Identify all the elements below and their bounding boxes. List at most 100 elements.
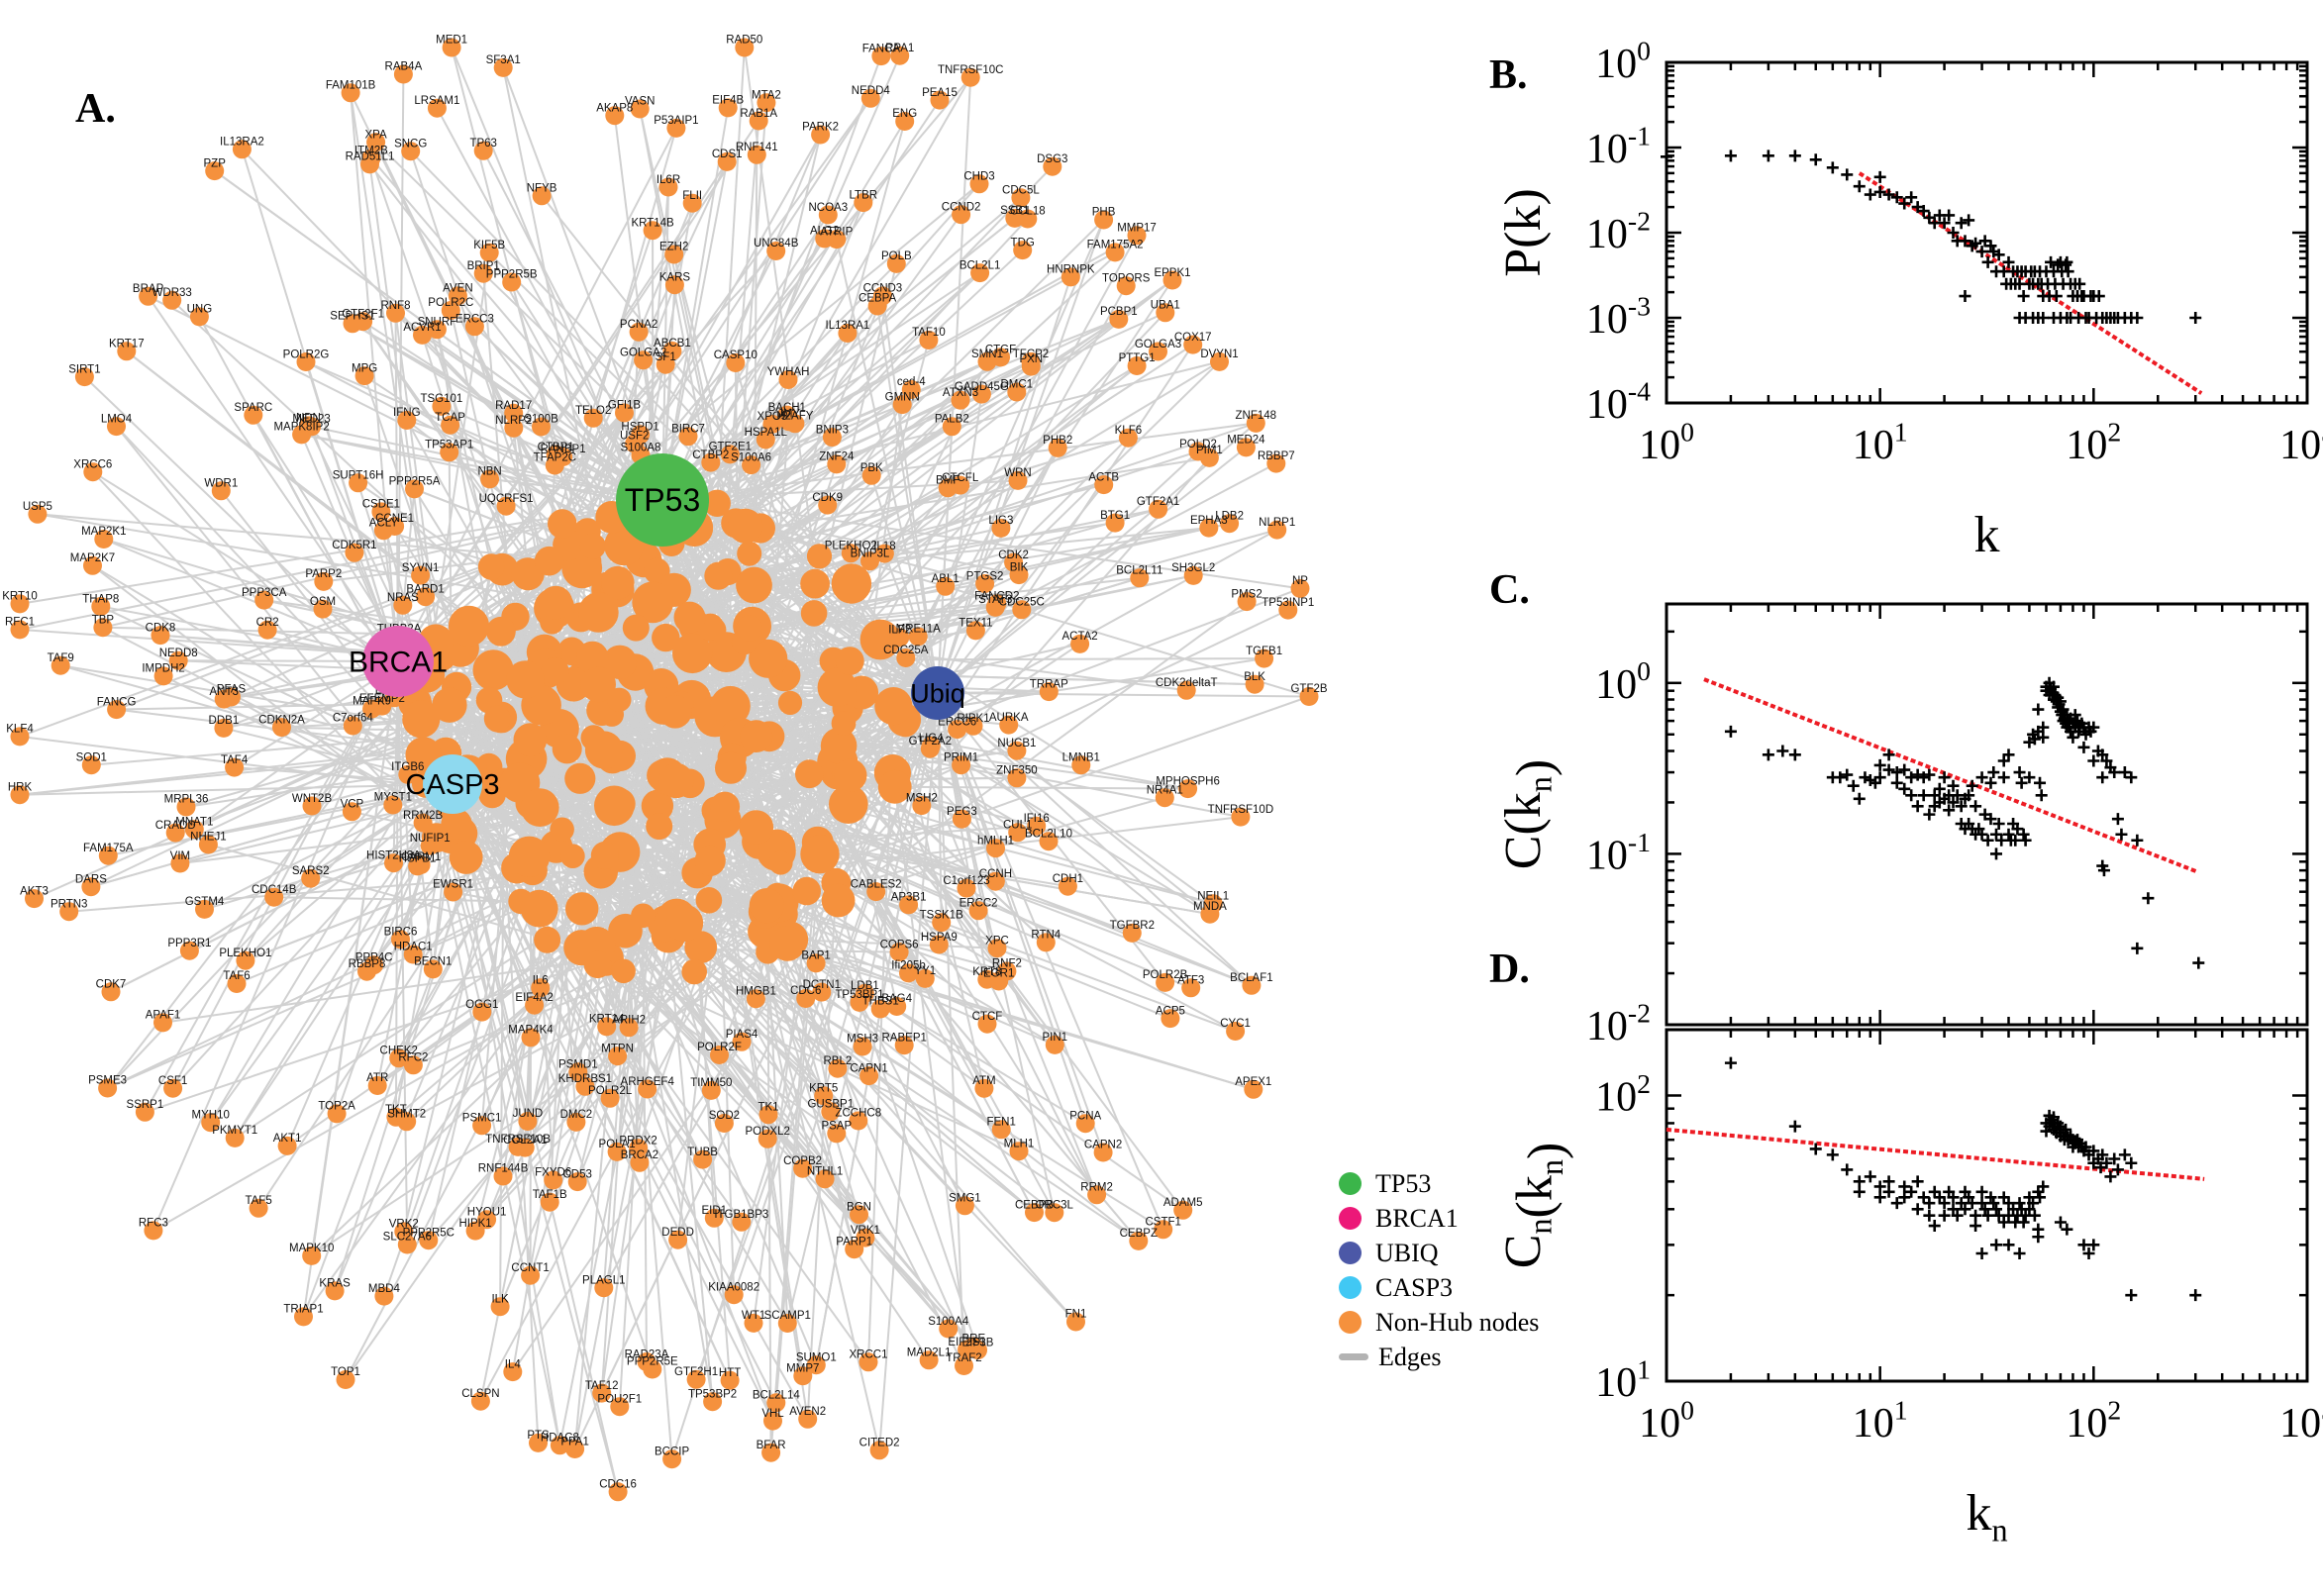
plot-frame xyxy=(1665,60,2309,405)
data-point xyxy=(1947,1203,1960,1216)
hub-node-casp3 xyxy=(423,754,482,814)
data-point xyxy=(1970,800,1982,813)
gene-label: CHEK2 xyxy=(380,1046,418,1057)
gene-label: RNF8 xyxy=(380,300,410,312)
gene-label: CCL18 xyxy=(1010,206,1046,218)
data-point xyxy=(1928,789,1941,802)
non-hub-node xyxy=(749,111,768,131)
non-hub-node xyxy=(473,141,493,160)
gene-label: CDK8 xyxy=(146,622,176,634)
data-point xyxy=(1938,217,1951,230)
data-point xyxy=(1898,197,1911,210)
gene-label: LTBR xyxy=(850,189,878,201)
gene-label: TP53INP1 xyxy=(1262,597,1314,609)
edge xyxy=(241,149,626,547)
non-hub-node xyxy=(592,1383,612,1403)
non-hub-node xyxy=(899,895,919,915)
gene-label: RBBP7 xyxy=(1258,450,1295,462)
data-point xyxy=(2050,290,2063,303)
data-point xyxy=(2002,1197,2015,1210)
non-hub-node xyxy=(658,762,694,799)
gene-label: COL2A1 xyxy=(503,1135,547,1147)
non-hub-node xyxy=(548,509,577,539)
casp3-dot-icon xyxy=(1339,1276,1362,1299)
non-hub-node xyxy=(853,1037,872,1056)
non-hub-node xyxy=(871,47,891,66)
data-point xyxy=(1923,211,1936,224)
data-point xyxy=(1898,1191,1911,1204)
data-points xyxy=(1724,676,2205,969)
non-hub-node xyxy=(532,417,551,437)
gene-label: RRM2 xyxy=(1080,1182,1113,1194)
data-point xyxy=(1975,1247,1988,1259)
data-point xyxy=(2100,1156,2113,1169)
non-hub-node xyxy=(506,660,545,699)
gene-label: LDB1 xyxy=(851,980,879,992)
gene-label: EGR1 xyxy=(983,968,1014,980)
gene-label: PSMC1 xyxy=(462,1113,502,1125)
gene-label: POLB xyxy=(881,250,912,262)
non-hub-node xyxy=(701,452,721,472)
gene-label: VRK2 xyxy=(389,1219,419,1231)
non-hub-node xyxy=(566,1112,586,1132)
non-hub-node xyxy=(892,395,912,415)
legend-item-tp53: TP53 xyxy=(1339,1166,1539,1201)
non-hub-node xyxy=(709,791,741,822)
non-hub-node xyxy=(643,1359,662,1379)
non-hub-node xyxy=(179,941,199,960)
gene-label: KRT5 xyxy=(809,1082,838,1094)
gene-label: HTT xyxy=(719,1367,741,1379)
data-point xyxy=(1923,808,1936,821)
gene-label: TEX11 xyxy=(959,618,992,630)
non-hub-node xyxy=(480,469,500,489)
non-hub-node xyxy=(391,930,410,949)
gene-label: ILF2 xyxy=(888,625,911,637)
non-hub-node xyxy=(890,628,910,648)
non-hub-node xyxy=(673,601,706,634)
data-point xyxy=(1951,789,1964,802)
data-point xyxy=(1809,153,1822,166)
gene-label: SSB1 xyxy=(1000,205,1029,217)
non-hub-node xyxy=(800,568,830,599)
edge xyxy=(893,786,968,1350)
legend-label: Non-Hub nodes xyxy=(1375,1307,1540,1337)
gene-label: THBS1 xyxy=(862,996,899,1008)
non-hub-node xyxy=(757,93,776,113)
non-hub-node xyxy=(578,592,619,633)
gene-label: DARS xyxy=(75,873,107,885)
gene-label: AKAP8 xyxy=(596,103,633,115)
non-hub-node xyxy=(341,83,360,103)
data-point xyxy=(2037,312,2050,324)
gene-label: TAF9 xyxy=(48,652,74,664)
non-hub-node xyxy=(244,405,263,425)
gene-label: ERCC2 xyxy=(960,898,998,910)
data-point xyxy=(1834,771,1847,784)
non-hub-node xyxy=(681,958,707,985)
gene-label: BACH1 xyxy=(768,402,806,414)
data-point xyxy=(2092,290,2105,303)
non-hub-node xyxy=(590,841,620,870)
non-hub-node xyxy=(682,193,702,213)
data-point xyxy=(2023,771,2036,784)
non-hub-node xyxy=(403,1055,423,1075)
gene-label: MTPN xyxy=(601,1043,634,1054)
data-point xyxy=(2073,277,2086,290)
gene-label: GTF2E1 xyxy=(709,442,752,453)
data-point xyxy=(2013,766,2026,779)
non-hub-node xyxy=(1008,823,1028,843)
non-hub-node xyxy=(441,415,460,435)
gene-label: WNT2B xyxy=(292,793,333,805)
y-tick-label: 10-1 xyxy=(1586,120,1651,172)
gene-label: HSPB1 xyxy=(399,853,437,865)
data-point xyxy=(1959,1203,1971,1216)
data-point xyxy=(1992,249,2005,261)
non-hub-node xyxy=(211,481,231,501)
data-point xyxy=(2062,265,2074,278)
gene-labels: SEPHS1 TEX11 TP53AP1 EPHA3 SCAMP1 GUSBP1 CR2 CC… xyxy=(2,35,1328,1491)
data-point xyxy=(2082,1247,2095,1259)
gene-label: ANT3 xyxy=(209,686,238,698)
gene-label: PEA15 xyxy=(922,87,958,99)
data-point xyxy=(2115,828,2128,841)
gene-label: GTF2H1 xyxy=(674,1366,718,1378)
